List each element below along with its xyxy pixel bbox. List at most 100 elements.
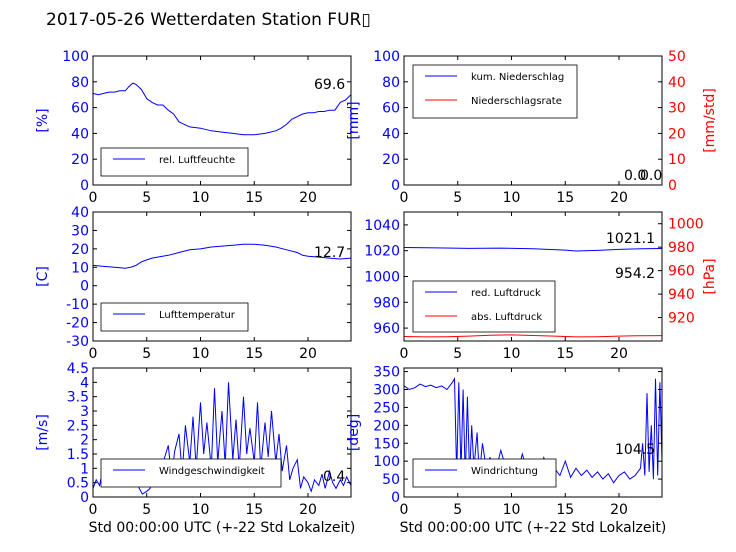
y-tick-label-p5: 1 bbox=[80, 461, 89, 477]
axes-frame-p3 bbox=[92, 211, 352, 342]
y-axis-label-p6: [deg] bbox=[346, 414, 362, 451]
y-axis-label-p1: [%] bbox=[35, 108, 51, 132]
y-tick-label-p5: 4 bbox=[80, 375, 89, 391]
legend-box-p1 bbox=[100, 147, 249, 177]
y-tick-label-p2: 100 bbox=[373, 49, 400, 65]
value-annotation-p3: 12.7 bbox=[314, 245, 345, 261]
x-tick-label-p3: 5 bbox=[142, 346, 151, 362]
legend-label-p1: rel. Luftfeuchte bbox=[159, 155, 235, 166]
x-tick-label-p2: 20 bbox=[610, 190, 628, 206]
value-annotation2-p4: 954.2 bbox=[615, 266, 655, 282]
value-annotation-p4: 1021.1 bbox=[606, 231, 655, 247]
y-tick-label-p5: 3.5 bbox=[67, 390, 89, 406]
value-annotation-p6: 104.5 bbox=[615, 442, 655, 458]
legend-box-p6 bbox=[412, 458, 557, 488]
y2-tick-label-p2: 10 bbox=[668, 152, 686, 168]
legend-box-p5 bbox=[100, 458, 282, 488]
x-tick-label-p2: 10 bbox=[503, 190, 521, 206]
x-axis-label-p6: Std 00:00:00 UTC (+-22 Std Lokalzeit) bbox=[400, 520, 667, 536]
y-axis-label-p5: [m/s] bbox=[35, 414, 51, 451]
legend-label-p6: Windrichtung bbox=[471, 466, 538, 477]
y-tick-label-p3: 10 bbox=[71, 260, 89, 276]
y-tick-label-p5: 2.5 bbox=[67, 418, 89, 434]
legend-box-p4 bbox=[412, 280, 556, 333]
y-tick-label-p5: 2 bbox=[80, 433, 89, 449]
y-tick-label-p3: 30 bbox=[71, 223, 89, 239]
x-tick-label-p1: 20 bbox=[299, 190, 317, 206]
y2-tick-label-p2: 0 bbox=[668, 178, 677, 194]
y-tick-label-p4: 1020 bbox=[364, 244, 400, 260]
series-line-p1-0 bbox=[92, 82, 352, 136]
y2-tick-label-p4: 1000 bbox=[668, 217, 704, 233]
x-tick-label-p1: 10 bbox=[192, 190, 210, 206]
y2-tick-label-p4: 940 bbox=[668, 287, 695, 303]
series-line-p4-1 bbox=[403, 334, 663, 338]
y2-tick-label-p2: 40 bbox=[668, 75, 686, 91]
legend-label-p4: abs. Luftdruck bbox=[471, 312, 542, 323]
legend-label-p3: Lufttemperatur bbox=[159, 310, 236, 321]
x-tick-label-p4: 0 bbox=[400, 346, 409, 362]
y-tick-label-p1: 20 bbox=[71, 152, 89, 168]
y-tick-label-p6: 0 bbox=[391, 490, 400, 506]
legend-label-p2: kum. Niederschlag bbox=[471, 72, 564, 83]
y-tick-label-p3: 20 bbox=[71, 242, 89, 258]
value-annotation-p1: 69.6 bbox=[314, 77, 345, 93]
y-tick-label-p3: 0 bbox=[80, 279, 89, 295]
y-tick-label-p1: 100 bbox=[62, 49, 89, 65]
y-tick-label-p1: 80 bbox=[71, 75, 89, 91]
y-tick-label-p2: 80 bbox=[382, 75, 400, 91]
y-axis-label-p2: [mm] bbox=[346, 101, 362, 139]
y-tick-label-p1: 0 bbox=[80, 178, 89, 194]
y-tick-label-p5: 3 bbox=[80, 404, 89, 420]
x-tick-label-p5: 5 bbox=[142, 502, 151, 518]
x-tick-label-p4: 5 bbox=[453, 346, 462, 362]
y-tick-label-p2: 40 bbox=[382, 126, 400, 142]
x-tick-label-p1: 5 bbox=[142, 190, 151, 206]
y-tick-label-p3: -20 bbox=[66, 316, 89, 332]
axes-frame-p5 bbox=[92, 367, 352, 498]
y2-axis-label-p4: [hPa] bbox=[702, 258, 718, 294]
legend-box-p2 bbox=[412, 64, 578, 119]
x-tick-label-p3: 15 bbox=[245, 346, 263, 362]
y2-tick-label-p4: 980 bbox=[668, 240, 695, 256]
y-tick-label-p5: 4.5 bbox=[67, 361, 89, 377]
y-tick-label-p6: 100 bbox=[373, 454, 400, 470]
x-tick-label-p6: 10 bbox=[503, 502, 521, 518]
x-tick-label-p3: 20 bbox=[299, 346, 317, 362]
x-tick-label-p5: 20 bbox=[299, 502, 317, 518]
y-tick-label-p6: 350 bbox=[373, 365, 400, 381]
y-tick-label-p4: 1040 bbox=[364, 218, 400, 234]
y-tick-label-p3: 40 bbox=[71, 205, 89, 221]
y-tick-label-p2: 60 bbox=[382, 101, 400, 117]
value-annotation2-p2: 0.0 bbox=[640, 168, 662, 184]
x-tick-label-p5: 10 bbox=[192, 502, 210, 518]
x-tick-label-p1: 0 bbox=[89, 190, 98, 206]
legend-label-p2: Niederschlagsrate bbox=[471, 96, 562, 107]
x-tick-label-p5: 0 bbox=[89, 502, 98, 518]
y2-tick-label-p2: 20 bbox=[668, 126, 686, 142]
value-annotation-p2: 0.0 bbox=[624, 168, 646, 184]
x-tick-label-p6: 5 bbox=[453, 502, 462, 518]
series-line-p4-0 bbox=[403, 247, 663, 252]
y-tick-label-p6: 300 bbox=[373, 383, 400, 399]
y-tick-label-p4: 960 bbox=[373, 321, 400, 337]
y-tick-label-p3: -30 bbox=[66, 334, 89, 350]
x-tick-label-p4: 15 bbox=[556, 346, 574, 362]
x-tick-label-p6: 0 bbox=[400, 502, 409, 518]
y-tick-label-p6: 250 bbox=[373, 400, 400, 416]
x-tick-label-p3: 0 bbox=[89, 346, 98, 362]
y-tick-label-p4: 1000 bbox=[364, 270, 400, 286]
y2-tick-label-p4: 960 bbox=[668, 264, 695, 280]
y-tick-label-p6: 150 bbox=[373, 436, 400, 452]
value-annotation-p5: 0.4 bbox=[323, 469, 345, 485]
y-tick-label-p2: 0 bbox=[391, 178, 400, 194]
x-tick-label-p3: 10 bbox=[192, 346, 210, 362]
y-tick-label-p1: 60 bbox=[71, 101, 89, 117]
y2-tick-label-p2: 50 bbox=[668, 49, 686, 65]
y-axis-label-p3: [C] bbox=[35, 266, 51, 287]
y-tick-label-p5: 0 bbox=[80, 490, 89, 506]
x-tick-label-p2: 0 bbox=[400, 190, 409, 206]
legend-label-p5: Windgeschwindigkeit bbox=[159, 466, 265, 477]
axes-frame-p1 bbox=[92, 55, 352, 186]
